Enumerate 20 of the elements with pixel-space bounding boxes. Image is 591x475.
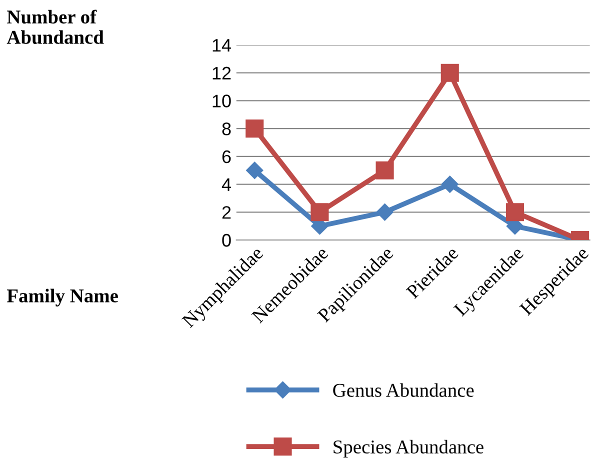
y-tick-label: 0 (222, 234, 231, 247)
point (376, 204, 394, 221)
point (506, 203, 524, 222)
y-tick-label: 10 (212, 94, 231, 108)
y-tick-label: 6 (222, 150, 231, 164)
y-tick-label: 4 (222, 178, 232, 191)
y-tick-label: 2 (222, 206, 231, 219)
y-tick-label: 14 (212, 39, 232, 52)
point (246, 120, 264, 138)
point (310, 203, 329, 222)
y-tick-label: 8 (222, 122, 231, 136)
legend-label: Species Abundance (334, 440, 484, 458)
point (440, 64, 459, 82)
y-axis-title: Number of Abundancd (6, 10, 104, 44)
x-axis-title: Family Name (7, 288, 118, 306)
point (376, 161, 394, 180)
point (441, 176, 458, 193)
point (246, 162, 264, 179)
legend-label: Genus Abundance (333, 383, 474, 397)
y-tick-label: 12 (212, 66, 231, 80)
